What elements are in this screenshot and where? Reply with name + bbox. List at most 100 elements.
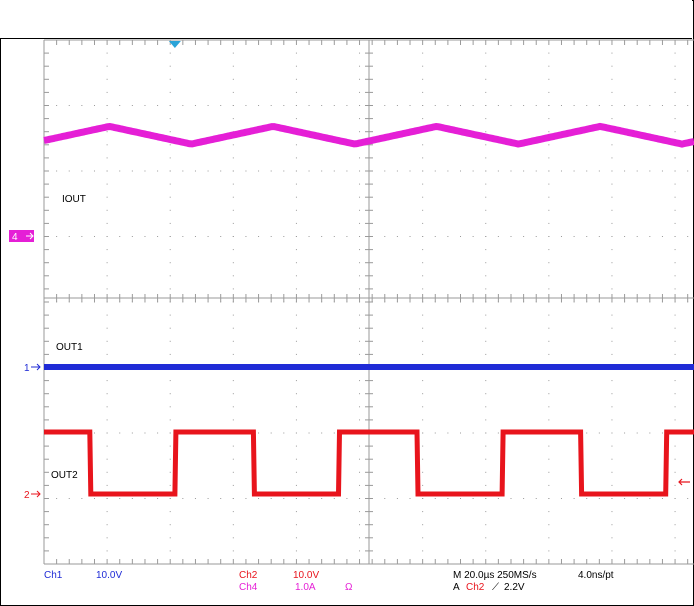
- grid-dot: [661, 432, 663, 434]
- grid-dot: [485, 537, 487, 539]
- grid-dot: [611, 196, 613, 198]
- grid-dot: [447, 236, 449, 237]
- grid-dot: [106, 236, 108, 237]
- grid-dot: [674, 458, 676, 460]
- grid-dot: [649, 105, 651, 106]
- grid-dot: [548, 353, 550, 355]
- grid-dot: [611, 65, 613, 67]
- grid-dot: [232, 419, 234, 421]
- grid-dot: [81, 170, 83, 172]
- grid-dot: [535, 105, 537, 106]
- grid-dot: [661, 105, 663, 106]
- grid-dot: [232, 170, 234, 172]
- grid-dot: [624, 170, 626, 172]
- grid-dot: [661, 236, 663, 237]
- grid-dot: [106, 314, 108, 316]
- grid-dot: [611, 275, 613, 277]
- grid-dot: [611, 406, 613, 408]
- grid-dot: [384, 105, 386, 106]
- grid-dot: [598, 432, 600, 434]
- grid-dot: [359, 511, 361, 513]
- grid-dot: [485, 419, 487, 421]
- grid-dot: [674, 222, 676, 224]
- grid-dot: [674, 236, 676, 237]
- grid-dot: [548, 445, 550, 447]
- grid-dot: [106, 222, 108, 224]
- grid-dot: [81, 236, 83, 237]
- grid-dot: [232, 249, 234, 251]
- grid-dot: [409, 236, 411, 237]
- grid-dot: [548, 209, 550, 211]
- grid-dot: [611, 498, 613, 499]
- grid-dot: [346, 105, 348, 106]
- grid-dot: [295, 537, 297, 539]
- grid-dot: [649, 498, 651, 499]
- grid-dot: [295, 445, 297, 447]
- grid-dot: [157, 432, 159, 434]
- grid-dot: [636, 432, 638, 434]
- grid-dot: [220, 170, 222, 172]
- grid-dot: [611, 249, 613, 251]
- grid-dot: [359, 393, 361, 395]
- grid-dot: [131, 498, 133, 499]
- grid-dot: [485, 196, 487, 198]
- grid-dot: [460, 170, 462, 172]
- grid-dot: [548, 183, 550, 185]
- grid-dot: [169, 340, 171, 342]
- grid-dot: [485, 511, 487, 513]
- grid-dot: [321, 170, 323, 172]
- grid-dot: [359, 249, 361, 251]
- grid-dot: [169, 157, 171, 159]
- grid-dot: [460, 432, 462, 434]
- grid-dot: [182, 170, 184, 172]
- grid-dot: [295, 236, 297, 237]
- grid-dot: [548, 78, 550, 80]
- channel-1-marker[interactable]: 1: [24, 363, 41, 374]
- grid-dot: [106, 550, 108, 552]
- grid-dot: [295, 380, 297, 382]
- grid-dot: [548, 471, 550, 473]
- grid-dot: [409, 170, 411, 172]
- grid-dot: [560, 170, 562, 172]
- channel-1-arrow-icon: [31, 363, 41, 371]
- grid-dot: [295, 118, 297, 120]
- grid-dot: [611, 445, 613, 447]
- grid-dot: [169, 209, 171, 211]
- grid-dot: [422, 222, 424, 224]
- trigger-level-arrow-icon[interactable]: [678, 478, 690, 486]
- grid-dot: [295, 157, 297, 159]
- grid-dot: [258, 105, 260, 106]
- grid-dot: [359, 537, 361, 539]
- grid-dot: [573, 170, 575, 172]
- grid-dot: [422, 550, 424, 552]
- channel-2-marker[interactable]: 2: [24, 490, 41, 501]
- grid-dot: [586, 105, 588, 106]
- grid-dot: [359, 236, 361, 237]
- grid-dot: [611, 105, 613, 106]
- grid-dot: [232, 471, 234, 473]
- grid-dot: [144, 105, 146, 106]
- grid-dot: [611, 550, 613, 552]
- grid-dot: [232, 314, 234, 316]
- grid-dot: [131, 432, 133, 434]
- grid-dot: [169, 91, 171, 93]
- grid-dot: [169, 65, 171, 67]
- trigger-position-icon[interactable]: [168, 41, 181, 48]
- grid-dot: [245, 170, 247, 172]
- grid-dot: [283, 432, 285, 434]
- channel-4-marker[interactable]: 4: [9, 230, 34, 243]
- label-out2: OUT2: [51, 470, 78, 481]
- grid-dot: [68, 236, 70, 237]
- grid-dot: [359, 406, 361, 408]
- grid-dot: [422, 380, 424, 382]
- grid-dot: [93, 170, 95, 172]
- grid-dot: [295, 314, 297, 316]
- grid-dot: [586, 170, 588, 172]
- grid-dot: [510, 105, 512, 106]
- grid-dot: [359, 353, 361, 355]
- grid-dot: [422, 170, 424, 172]
- grid-dot: [548, 91, 550, 93]
- grid-dot: [510, 236, 512, 237]
- grid-dot: [295, 262, 297, 264]
- grid-dot: [573, 105, 575, 106]
